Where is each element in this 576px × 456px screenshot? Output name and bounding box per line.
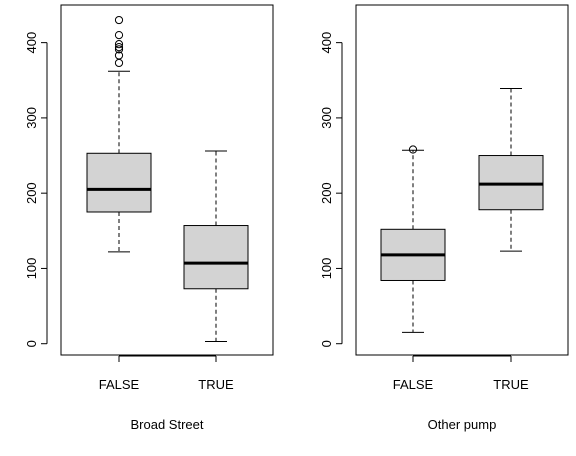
outlier-point xyxy=(408,145,418,154)
outlier-point xyxy=(114,40,124,49)
plot-frame xyxy=(60,4,274,356)
y-tick-label: 200 xyxy=(319,182,334,204)
y-tick-label: 100 xyxy=(24,258,39,280)
x-axis-title: Broad Street xyxy=(131,417,204,432)
box-true xyxy=(183,150,249,342)
y-tick-label: 300 xyxy=(319,107,334,129)
interquartile-box xyxy=(86,152,152,213)
outlier-point xyxy=(114,45,124,54)
x-tick-label-true: TRUE xyxy=(198,377,234,392)
box-true xyxy=(478,88,544,252)
x-tick-label-true: TRUE xyxy=(493,377,529,392)
x-tick-label-false: FALSE xyxy=(99,377,140,392)
plot-frame xyxy=(355,4,569,356)
outlier-point xyxy=(114,58,124,68)
outlier-point xyxy=(114,15,124,25)
y-tick-label: 0 xyxy=(319,340,334,347)
panel-broad-street: 0 100 200 300 400 FALSE TRUE Broad Street xyxy=(24,4,274,432)
x-tick-label-false: FALSE xyxy=(393,377,434,392)
y-tick-label: 200 xyxy=(24,182,39,204)
box-false xyxy=(86,15,152,253)
panel-other-pump: 0 100 200 300 400 FALSE TRUE Other pump xyxy=(319,4,569,432)
x-axis-title: Other pump xyxy=(428,417,497,432)
interquartile-box xyxy=(478,155,544,211)
outlier-point xyxy=(114,31,124,40)
y-tick-label: 0 xyxy=(24,340,39,347)
y-tick-label: 100 xyxy=(319,258,334,280)
outlier-point xyxy=(114,43,124,52)
interquartile-box xyxy=(183,225,249,290)
outlier-point xyxy=(114,51,124,60)
y-tick-label: 400 xyxy=(24,32,39,54)
box-false xyxy=(380,145,446,333)
y-tick-label: 300 xyxy=(24,107,39,129)
y-tick-label: 400 xyxy=(319,32,334,54)
